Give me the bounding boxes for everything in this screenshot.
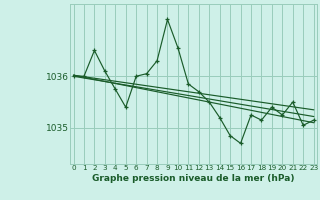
X-axis label: Graphe pression niveau de la mer (hPa): Graphe pression niveau de la mer (hPa): [92, 174, 295, 183]
